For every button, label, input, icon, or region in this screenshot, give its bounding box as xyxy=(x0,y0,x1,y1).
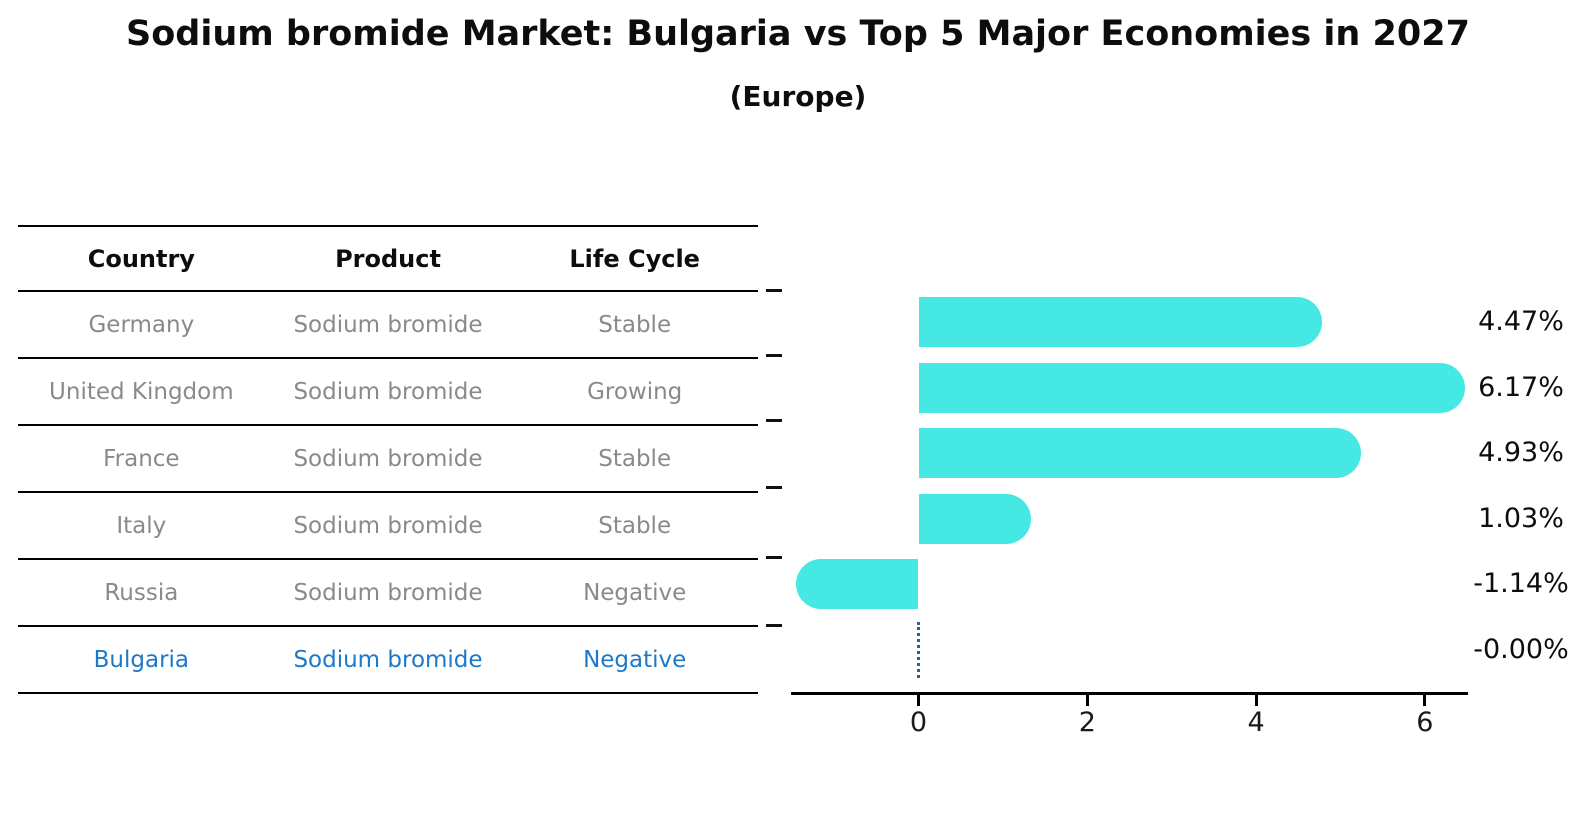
cell-life-cycle: Negative xyxy=(583,579,687,606)
y-axis-tick xyxy=(766,556,782,559)
table-row-bulgaria-highlighted: Bulgaria Sodium bromide Negative xyxy=(18,627,758,694)
col-header-life-cycle: Life Cycle xyxy=(569,244,700,273)
x-axis-tick xyxy=(1423,695,1427,706)
cell-life-cycle: Negative xyxy=(583,646,687,673)
country-table: Country Product Life Cycle Germany Sodiu… xyxy=(18,225,758,694)
cell-product: Sodium bromide xyxy=(293,646,483,673)
cell-country: Russia xyxy=(104,579,179,606)
cell-life-cycle: Growing xyxy=(587,378,683,405)
value-label-france: 4.93% xyxy=(1478,437,1564,469)
x-axis-line xyxy=(791,692,1468,695)
table-row: Germany Sodium bromide Stable xyxy=(18,292,758,359)
page-title: Sodium bromide Market: Bulgaria vs Top 5… xyxy=(126,14,1470,54)
cell-life-cycle: Stable xyxy=(598,445,672,472)
y-axis-tick xyxy=(766,624,782,627)
value-label-italy: 1.03% xyxy=(1478,502,1564,534)
y-axis-tick xyxy=(766,419,782,422)
bar-italy xyxy=(918,493,1032,544)
y-axis-tick xyxy=(766,289,782,292)
cell-product: Sodium bromide xyxy=(293,311,483,338)
x-axis-tick xyxy=(1254,695,1258,706)
cell-product: Sodium bromide xyxy=(293,445,483,472)
cell-country: Germany xyxy=(88,311,195,338)
table-row: France Sodium bromide Stable xyxy=(18,426,758,493)
cell-country: Bulgaria xyxy=(93,646,190,673)
col-header-product: Product xyxy=(335,244,441,273)
table-row: Italy Sodium bromide Stable xyxy=(18,493,758,560)
x-axis-tick xyxy=(917,695,920,706)
bar-united-kingdom xyxy=(918,362,1466,413)
cell-life-cycle: Stable xyxy=(598,311,672,338)
cell-product: Sodium bromide xyxy=(293,579,483,606)
value-label-russia: -1.14% xyxy=(1473,568,1569,600)
cell-product: Sodium bromide xyxy=(293,512,483,539)
y-axis-tick xyxy=(766,354,782,357)
zero-line-marker-bulgaria xyxy=(917,622,920,678)
value-label-united-kingdom: 6.17% xyxy=(1478,371,1564,403)
col-header-country: Country xyxy=(87,244,195,273)
y-axis-tick xyxy=(766,486,782,489)
table-row: United Kingdom Sodium bromide Growing xyxy=(18,359,758,426)
x-axis-tick-label: 4 xyxy=(1247,707,1265,738)
bar-germany xyxy=(918,297,1322,347)
value-label-bulgaria: -0.00% xyxy=(1473,634,1569,665)
bar-france xyxy=(918,428,1361,479)
table-header-row: Country Product Life Cycle xyxy=(18,227,758,292)
cell-product: Sodium bromide xyxy=(293,378,483,405)
x-axis-tick-label: 0 xyxy=(909,707,928,738)
table-row: Russia Sodium bromide Negative xyxy=(18,560,758,627)
cell-country: France xyxy=(103,445,180,472)
x-axis-tick xyxy=(1085,695,1089,706)
value-label-germany: 4.47% xyxy=(1478,306,1564,337)
cell-country: Italy xyxy=(116,512,167,539)
bar-russia xyxy=(796,559,919,610)
x-axis-tick-label: 2 xyxy=(1078,707,1096,738)
page-subtitle: (Europe) xyxy=(729,80,867,113)
cell-life-cycle: Stable xyxy=(598,512,672,539)
x-axis-tick-label: 6 xyxy=(1416,707,1434,738)
cell-country: United Kingdom xyxy=(49,378,234,405)
